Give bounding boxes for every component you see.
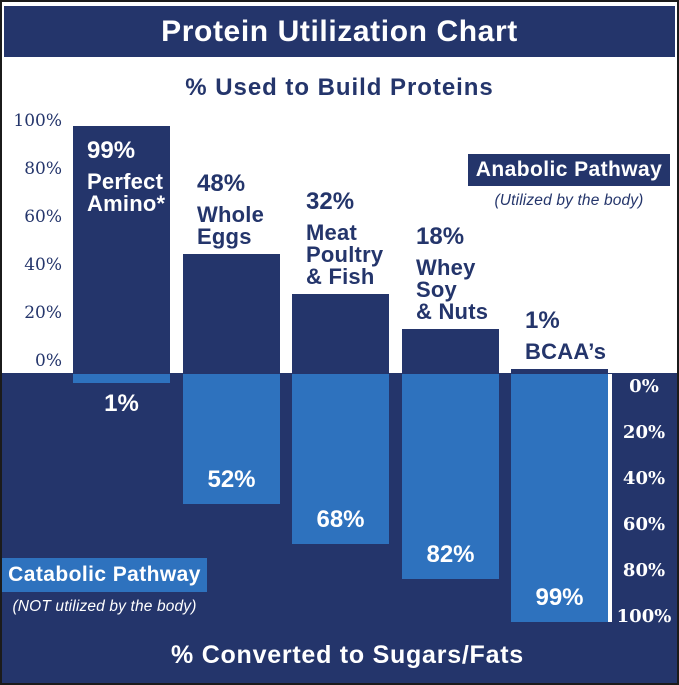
- anabolic-bar-meat-poultry-fish: [292, 294, 389, 374]
- anabolic-bar-bcaas: [511, 369, 608, 374]
- bar-pct-up-perfect-amino: 99%: [87, 137, 136, 164]
- bar-name-line-whole-eggs-0: Whole: [197, 202, 265, 227]
- catabolic-pathway-label: Catabolic Pathway: [8, 563, 201, 586]
- bar-pct-up-whey-soy-nuts: 18%: [416, 223, 465, 250]
- bar-pct-down-whole-eggs: 52%: [207, 466, 256, 493]
- bar-pct-up-meat-poultry-fish: 32%: [306, 188, 355, 215]
- bar-name-line-perfect-amino-0: Perfect: [87, 169, 164, 194]
- left-axis-tick-0: 0%: [35, 351, 62, 371]
- bar-name-line-perfect-amino-1: Amino*: [87, 191, 166, 216]
- bar-pct-down-bcaas: 99%: [535, 584, 584, 611]
- bar-name-line-meat-poultry-fish-2: & Fish: [306, 264, 375, 289]
- catabolic-bar-whey-soy-nuts: [402, 374, 499, 579]
- catabolic-bar-bcaas: [511, 374, 608, 622]
- left-axis-tick-100: 100%: [13, 111, 62, 131]
- bar-label-bcaas: 1% BCAA’s: [525, 308, 606, 363]
- anabolic-pathway-subtitle: (Utilized by the body): [494, 192, 644, 209]
- bar-pct-down-perfect-amino: 1%: [104, 390, 139, 417]
- anabolic-bar-perfect-amino: [73, 126, 170, 374]
- bar-label-whole-eggs: 48% Whole Eggs: [197, 171, 264, 248]
- bar-pct-down-whey-soy-nuts: 82%: [426, 541, 475, 568]
- left-axis-tick-20: 20%: [24, 303, 62, 323]
- bar-name-line-whole-eggs-1: Eggs: [197, 224, 252, 249]
- bar-name-line-meat-poultry-fish-0: Meat: [306, 220, 358, 245]
- right-axis-tick-20: 20%: [622, 422, 666, 443]
- catabolic-pathway-badge: Catabolic Pathway: [2, 558, 207, 592]
- page-title: Protein Utilization Chart: [161, 14, 518, 48]
- bar-pct-up-bcaas: 1%: [525, 307, 560, 334]
- anabolic-pathway-label: Anabolic Pathway: [475, 158, 663, 181]
- title-bar: Protein Utilization Chart: [4, 6, 675, 57]
- catabolic-pathway-subtitle: (NOT utilized by the body): [12, 598, 197, 615]
- catabolic-bar-perfect-amino: [73, 374, 170, 383]
- catabolic-bar-whole-eggs: [183, 374, 280, 504]
- top-axis-heading: % Used to Build Proteins: [185, 74, 494, 101]
- anabolic-pathway-badge: Anabolic Pathway: [468, 154, 670, 186]
- left-axis-tick-80: 80%: [24, 159, 62, 179]
- last-bar-right-gap: [608, 374, 612, 622]
- bar-pct-down-meat-poultry-fish: 68%: [316, 506, 365, 533]
- bar-name-line-whey-soy-nuts-1: Soy: [416, 277, 458, 302]
- right-axis-tick-100: 100%: [616, 606, 672, 627]
- bar-name-line-bcaas-0: BCAA’s: [525, 339, 607, 364]
- right-axis-tick-0: 0%: [629, 376, 659, 397]
- anabolic-bar-whole-eggs: [183, 254, 280, 374]
- bottom-axis-heading: % Converted to Sugars/Fats: [171, 641, 524, 669]
- anabolic-bar-whey-soy-nuts: [402, 329, 499, 374]
- right-axis-tick-80: 80%: [622, 560, 666, 581]
- bar-label-meat-poultry-fish: 32% Meat Poultry & Fish: [306, 189, 383, 288]
- bar-label-perfect-amino: 99% Perfect Amino*: [87, 138, 165, 215]
- bar-pct-up-whole-eggs: 48%: [197, 170, 246, 197]
- bar-name-line-whey-soy-nuts-2: & Nuts: [416, 299, 489, 324]
- bar-name-line-whey-soy-nuts-0: Whey: [416, 255, 476, 280]
- bar-label-whey-soy-nuts: 18% Whey Soy & Nuts: [416, 224, 488, 323]
- right-axis-tick-40: 40%: [622, 468, 666, 489]
- right-axis-tick-60: 60%: [622, 514, 666, 535]
- catabolic-bar-meat-poultry-fish: [292, 374, 389, 544]
- bar-name-line-meat-poultry-fish-1: Poultry: [306, 242, 384, 267]
- left-axis-tick-60: 60%: [24, 207, 62, 227]
- left-axis-tick-40: 40%: [24, 255, 62, 275]
